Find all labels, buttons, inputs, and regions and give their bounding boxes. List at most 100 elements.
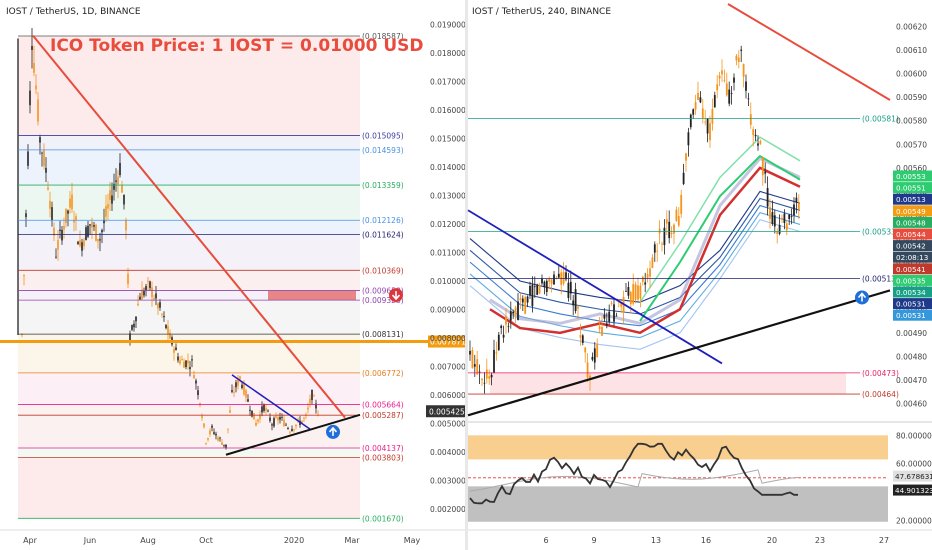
fib-zone <box>18 404 360 416</box>
resistance-box <box>268 290 356 301</box>
candle-body <box>121 185 123 193</box>
candle-body <box>53 227 55 236</box>
candle-body <box>179 360 181 364</box>
left-y-tick-label: 0.006000 <box>430 391 466 400</box>
highlight-level-value: 0.007871 <box>430 338 466 347</box>
candle-body <box>569 281 572 294</box>
candle-body <box>139 296 141 300</box>
level-label: (0.00513) <box>862 275 899 284</box>
candle-body <box>307 407 309 410</box>
price-tag-value: 0.00541 <box>896 265 926 274</box>
candle-body <box>93 225 95 227</box>
fib-zone <box>18 149 360 186</box>
candle-body <box>303 417 305 419</box>
fib-zone <box>18 234 360 271</box>
candle-body <box>730 93 733 94</box>
candle-body <box>509 311 512 321</box>
ma-line <box>469 219 801 350</box>
candle-body <box>295 424 297 427</box>
candle-body <box>201 416 203 418</box>
descending-trendline <box>32 35 346 419</box>
left-x-tick-label: 2020 <box>284 536 304 545</box>
blue-trendline <box>467 209 723 365</box>
left-fib-levels: (0.018587) (0.015095) (0.014593) (0.013359)… <box>0 32 466 523</box>
candle-body <box>725 83 728 96</box>
candle-body <box>673 224 675 234</box>
candle-body <box>641 276 644 282</box>
candle-body <box>33 63 35 73</box>
left-y-tick-label: 0.014000 <box>430 163 466 172</box>
candle-body <box>625 291 627 293</box>
price-tag-value: 0.00553 <box>896 172 926 181</box>
right-x-tick-label: 27 <box>879 536 889 545</box>
candle-body <box>493 349 495 373</box>
price-tag <box>893 228 932 240</box>
candle-body <box>263 404 265 411</box>
candle-body <box>41 152 43 154</box>
candle-body <box>615 315 618 317</box>
candle-body <box>781 217 783 220</box>
candle-body <box>543 281 546 288</box>
candle-body <box>215 433 217 436</box>
candle-body <box>521 298 524 303</box>
candle-body <box>293 429 295 430</box>
left-chart-panel[interactable]: (0.018587) (0.015095) (0.014593) (0.013359)… <box>0 0 466 550</box>
left-y-tick-label: 0.007000 <box>430 362 466 371</box>
candle-body <box>21 334 23 336</box>
price-tag-value: 0.00531 <box>896 300 926 309</box>
ico-price-title: ICO Token Price: 1 IOST = 0.01000 USD <box>50 36 424 56</box>
up-arrow-icon <box>855 290 869 305</box>
fib-zone <box>18 415 360 448</box>
candle-body <box>85 227 87 241</box>
right-drawings <box>467 3 891 417</box>
candle-body <box>497 334 500 351</box>
right-x-tick-label: 9 <box>591 536 596 545</box>
right-y-tick-label: 0.00590 <box>896 93 927 102</box>
fib-zone <box>18 290 360 301</box>
candle-body <box>485 369 488 379</box>
candle-body <box>601 326 603 336</box>
panel-divider[interactable] <box>465 0 468 550</box>
left-x-tick-label: Oct <box>199 536 213 545</box>
candle-body <box>740 49 743 51</box>
fib-level-label: (0.011624) <box>362 231 404 240</box>
candle-body <box>29 90 31 106</box>
candle-body <box>113 183 115 190</box>
candle-body <box>757 143 759 146</box>
candle-body <box>79 240 81 246</box>
up-arrow-icon <box>326 424 340 439</box>
candle-body <box>127 273 129 285</box>
candle-body <box>538 284 541 294</box>
candle-body <box>283 419 285 427</box>
candle-body <box>169 332 171 339</box>
descending-trendline <box>727 3 891 101</box>
level-label: (0.00464) <box>862 390 899 399</box>
candle-body <box>517 301 519 321</box>
candle-body <box>581 335 584 343</box>
candle-body <box>203 423 205 427</box>
candle-body <box>119 162 121 176</box>
candle-body <box>243 384 245 395</box>
candle-body <box>536 284 539 295</box>
candle-body <box>567 282 570 298</box>
candle-body <box>205 443 207 444</box>
candle-body <box>45 167 47 173</box>
left-drawings <box>32 35 403 456</box>
candle-body <box>183 361 185 368</box>
right-chart-panel[interactable]: (0.00581) (0.00533) (0.00513) (0.00473) (0.0… <box>467 0 932 550</box>
fib-zone <box>18 270 360 291</box>
candle-body <box>63 225 65 230</box>
candle-body <box>173 348 175 353</box>
candle-body <box>47 187 49 190</box>
candle-body <box>59 229 61 231</box>
candle-body <box>598 326 601 330</box>
candle-body <box>512 311 515 314</box>
candle-body <box>105 206 107 217</box>
right-y-tick-label: 0.00480 <box>896 352 927 361</box>
candle-body <box>239 376 241 380</box>
candle-body <box>627 287 630 296</box>
candle-body <box>83 240 85 247</box>
candle-body <box>605 323 608 326</box>
price-tag <box>893 205 932 217</box>
right-y-tick-label: 0.00490 <box>896 329 927 338</box>
